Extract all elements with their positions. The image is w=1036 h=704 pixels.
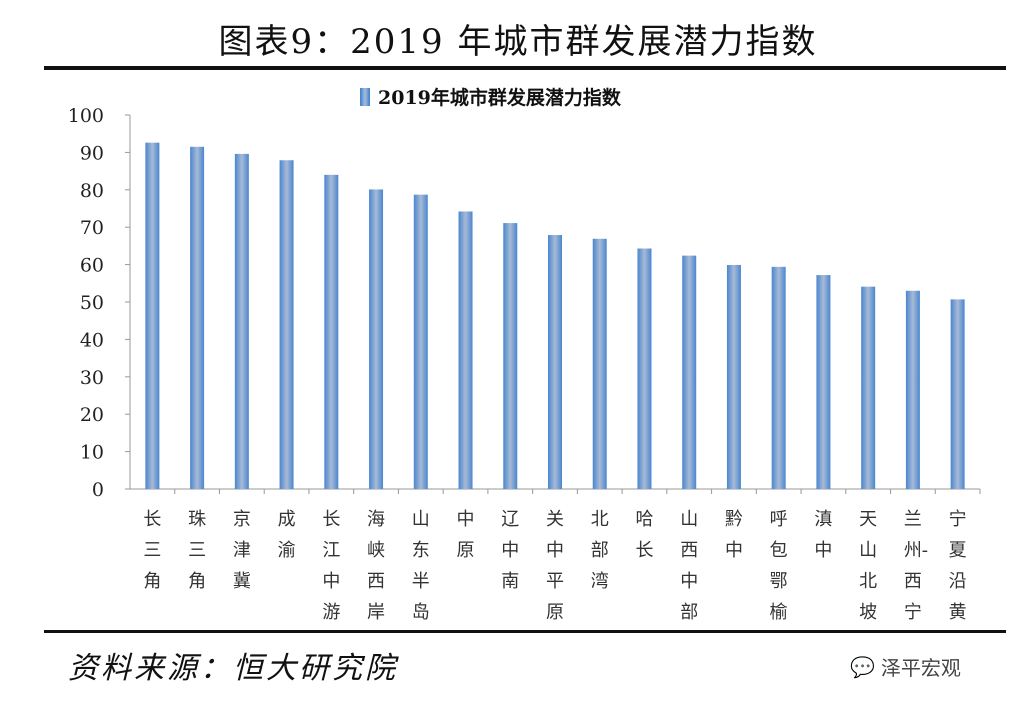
bar-哈长	[637, 248, 652, 489]
y-tick-label: 80	[80, 180, 104, 202]
bar-成渝	[279, 160, 294, 489]
x-tick-label: 北部湾	[591, 509, 609, 592]
bar-珠三角	[190, 146, 205, 490]
bar-长江中游	[324, 174, 339, 489]
y-tick-label: 0	[92, 479, 104, 501]
x-tick-label: 长三角	[143, 509, 161, 592]
x-tick-label: 呼包鄂榆	[770, 509, 788, 623]
x-tick-label: 辽中南	[501, 509, 519, 592]
y-tick-label: 50	[80, 292, 104, 314]
bar-天山北坡	[861, 286, 876, 489]
x-tick-label: 成渝	[278, 509, 296, 561]
y-tick-label: 100	[68, 105, 104, 127]
watermark-text: 泽平宏观	[880, 656, 961, 680]
x-tick-label: 滇中	[814, 509, 832, 561]
bar-chart: 0 10 20 30 40 50 60 70 80 90 100 长三角 珠三角 京津冀 成渝 长江中游 海峡西…	[68, 105, 981, 623]
legend-swatch	[360, 87, 370, 106]
y-tick-label: 10	[80, 442, 104, 464]
legend-label: 2019年城市群发展潜力指数	[378, 87, 621, 109]
top-rule	[44, 66, 1006, 70]
bar-中原	[458, 211, 473, 489]
y-tick-label: 40	[80, 329, 104, 351]
x-tick-label: 中原	[457, 509, 475, 561]
bar-宁夏沿黄	[950, 299, 965, 489]
bar-北部湾	[592, 238, 607, 489]
x-tick-label: 天山北坡	[859, 509, 877, 623]
y-tick-label: 20	[80, 404, 104, 426]
x-tick-label: 海峡西岸	[367, 509, 385, 623]
bar-关中平原	[548, 235, 562, 489]
x-tick-label: 山西中部	[680, 509, 698, 623]
bar-京津冀	[234, 153, 249, 489]
x-tick-label: 山东半岛	[412, 509, 430, 623]
bar-辽中南	[503, 223, 518, 489]
bottom-rule	[44, 630, 1006, 633]
x-tick-label: 宁夏沿黄	[949, 509, 967, 623]
watermark: 💬 泽平宏观	[850, 652, 961, 681]
x-tick-label: 关中平原	[546, 509, 564, 623]
bar-山西中部	[682, 255, 697, 489]
x-tick-label: 黔中	[725, 509, 743, 561]
x-tick-label: 兰州西宁-	[904, 509, 928, 623]
x-tick-label: 京津冀	[233, 509, 251, 592]
bar-黔中	[726, 264, 741, 489]
y-tick-label: 70	[80, 217, 104, 239]
y-tick-label: 60	[80, 255, 104, 277]
x-tick-label: 哈长	[635, 509, 653, 561]
wechat-icon: 💬	[850, 654, 875, 679]
bar-山东半岛	[413, 194, 428, 490]
bar-呼包鄂榆	[771, 266, 786, 489]
x-tick-label: 长江中游	[322, 509, 340, 623]
source-note: 资料来源：恒大研究院	[68, 651, 398, 686]
chart-title: 图表9：2019 年城市群发展潜力指数	[218, 22, 818, 62]
x-tick-label: 珠三角	[188, 509, 206, 592]
y-tick-label: 30	[80, 367, 104, 389]
bar-滇中	[816, 275, 831, 489]
legend: 2019年城市群发展潜力指数	[360, 83, 621, 110]
bar-兰州-西宁	[905, 290, 920, 489]
bar-长三角	[145, 142, 160, 489]
y-tick-label: 90	[80, 142, 104, 164]
bar-海峡西岸	[369, 189, 384, 489]
